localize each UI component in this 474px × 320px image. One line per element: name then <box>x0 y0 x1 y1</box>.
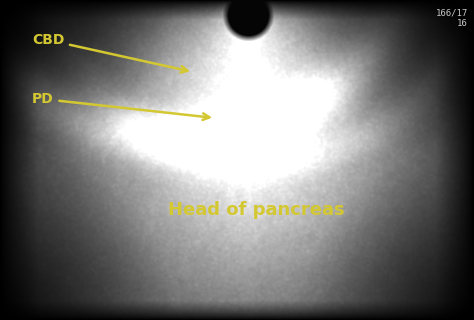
Text: PD: PD <box>32 92 210 120</box>
Text: Head of pancreas: Head of pancreas <box>168 201 344 219</box>
Text: 166/17: 166/17 <box>436 8 468 17</box>
Text: 16: 16 <box>457 19 468 28</box>
Text: CBD: CBD <box>32 33 188 73</box>
